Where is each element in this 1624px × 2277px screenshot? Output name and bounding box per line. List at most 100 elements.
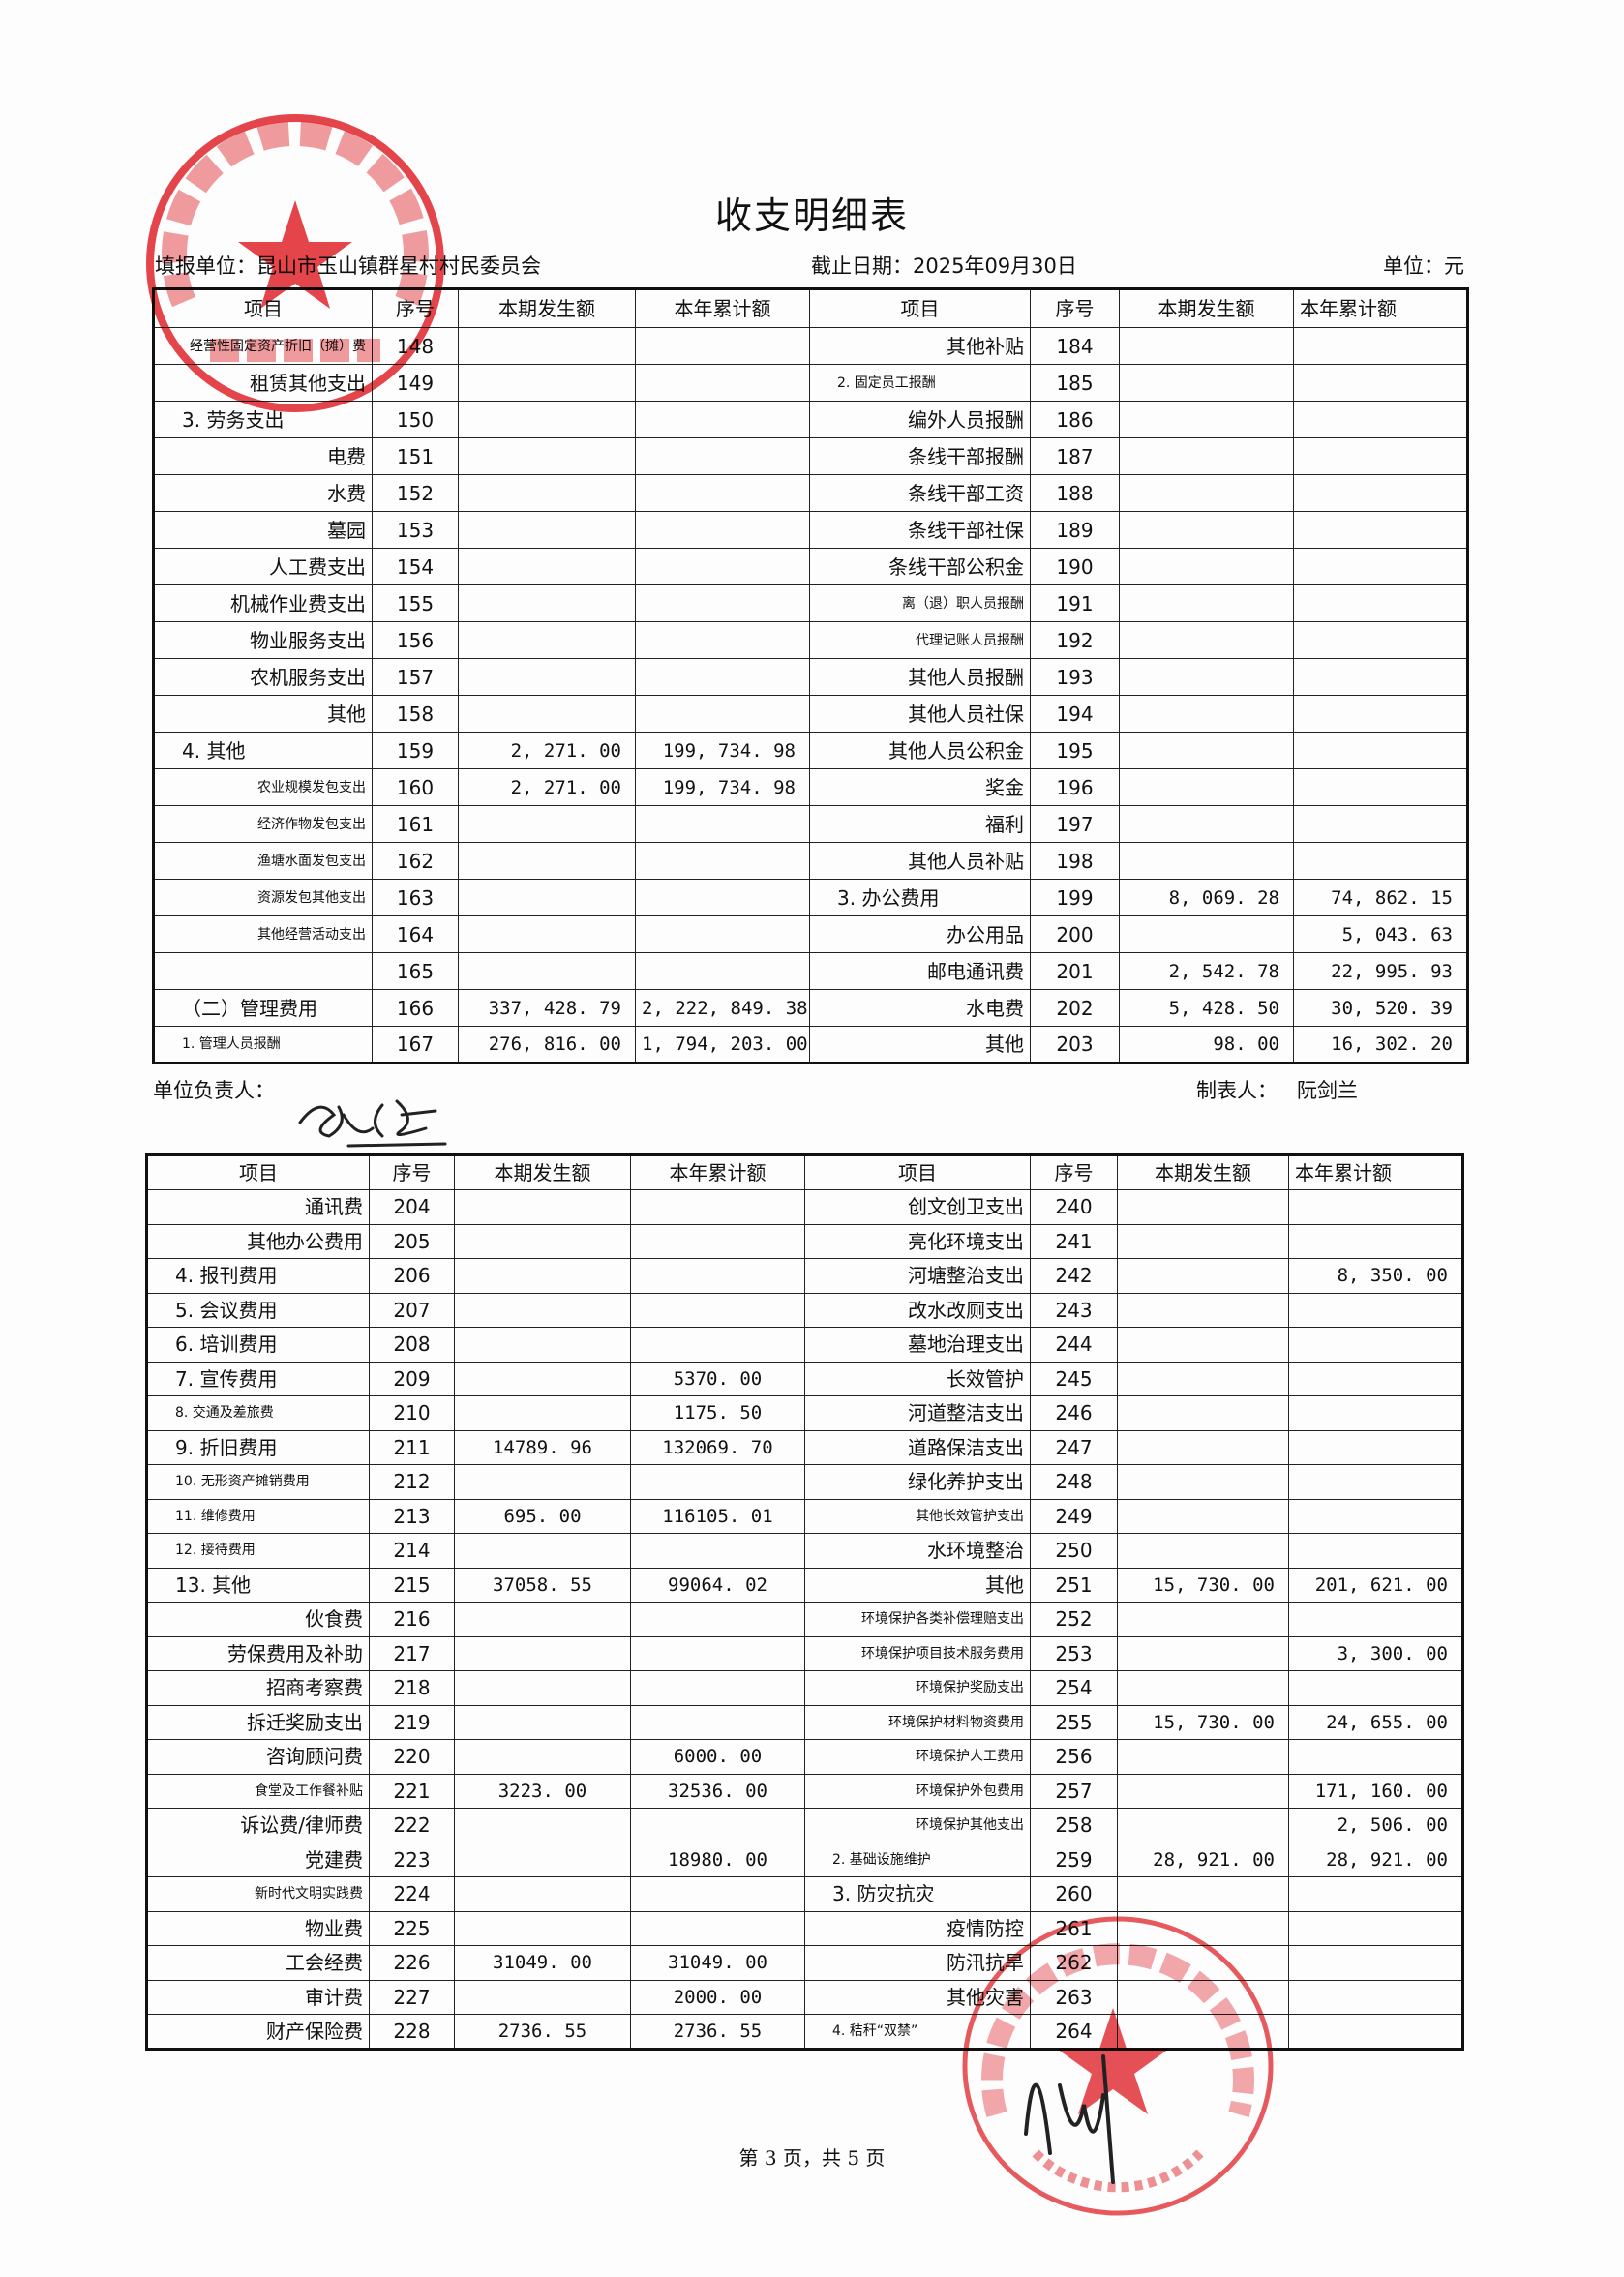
column-header: 项目 [146, 1154, 370, 1190]
current-amount-cell [458, 621, 636, 659]
item-cell: 通讯费 [146, 1189, 370, 1225]
item-cell: 4. 秸秆“双禁” [804, 2014, 1031, 2050]
ytd-amount-cell: 31049. 00 [630, 1945, 805, 1981]
table-row: （二）管理费用 166 337, 428. 79 2, 222, 849. 38 水电费… [153, 989, 1468, 1027]
item-cell: 审计费 [146, 1979, 370, 2015]
seq-cell: 240 [1030, 1189, 1118, 1225]
current-amount-cell [458, 511, 636, 549]
current-amount-cell [1119, 327, 1294, 365]
item-cell: 其他 [153, 695, 373, 733]
column-header: 本年累计额 [1288, 1154, 1463, 1190]
item-cell: 水费 [153, 474, 373, 512]
seq-cell: 241 [1030, 1223, 1118, 1259]
table-row: 1. 管理人员报酬 167 276, 816. 00 1, 794, 203. 00 其… [153, 1026, 1468, 1064]
ytd-amount-cell [1293, 474, 1468, 512]
seq-cell: 194 [1030, 695, 1120, 733]
seq-cell: 253 [1030, 1635, 1118, 1671]
seq-cell: 259 [1030, 1842, 1118, 1877]
currency-unit: 单位：元 [1383, 255, 1464, 278]
ytd-amount-cell: 30, 520. 39 [1293, 989, 1468, 1027]
ytd-amount-cell [635, 511, 810, 549]
item-cell: 工会经费 [146, 1945, 370, 1981]
item-cell: 其他 [809, 1026, 1031, 1064]
seq-cell: 158 [372, 695, 459, 733]
table-row: 农机服务支出 157 其他人员报酬 193 [153, 658, 1468, 696]
item-cell: 其他灾害 [804, 1979, 1031, 2015]
ytd-amount-cell [635, 915, 810, 953]
current-amount-cell [458, 695, 636, 733]
item-cell: 5. 会议费用 [146, 1292, 370, 1328]
item-cell: 农机服务支出 [153, 658, 373, 696]
item-cell: 7. 宣传费用 [146, 1361, 370, 1396]
seq-cell: 200 [1030, 915, 1120, 953]
table-row: 咨询顾问费 220 6000. 00 环境保护人工费用 256 [146, 1739, 1463, 1775]
item-cell: 离（退）职人员报酬 [809, 584, 1031, 622]
item-cell: 墓地治理支出 [804, 1327, 1031, 1363]
table-row: 资源发包其他支出 163 3. 办公费用 199 8, 069. 28 74, 862. … [153, 879, 1468, 916]
item-cell: 咨询顾问费 [146, 1739, 370, 1775]
reporting-unit: 填报单位：昆山市玉山镇群星村村民委员会 [155, 255, 541, 278]
ytd-amount-cell: 2, 222, 849. 38 [635, 989, 810, 1027]
current-amount-cell [1119, 842, 1294, 880]
current-amount-cell: 2736. 55 [454, 2014, 631, 2050]
ytd-amount-cell [1293, 805, 1468, 843]
current-amount-cell [454, 1670, 631, 1706]
current-amount-cell [1119, 511, 1294, 549]
ytd-amount-cell [1293, 768, 1468, 806]
item-cell: 墓园 [153, 511, 373, 549]
current-amount-cell [1117, 1979, 1289, 2015]
seq-cell: 226 [369, 1945, 455, 1981]
current-amount-cell [1117, 1945, 1289, 1981]
table-row: 12. 接待费用 214 水环境整治 250 [146, 1533, 1463, 1569]
item-cell: 诉讼费/律师费 [146, 1808, 370, 1843]
table-row: 6. 培训费用 208 墓地治理支出 244 [146, 1327, 1463, 1363]
current-amount-cell [1119, 805, 1294, 843]
seq-cell: 219 [369, 1704, 455, 1740]
item-cell: 4. 其他 [153, 732, 373, 769]
ytd-amount-cell: 132069. 70 [630, 1429, 805, 1465]
ytd-amount-cell [630, 1223, 805, 1259]
seq-cell: 203 [1030, 1026, 1120, 1064]
item-cell: 其他人员报酬 [809, 658, 1031, 696]
ytd-amount-cell: 16, 302. 20 [1293, 1026, 1468, 1064]
current-amount-cell [458, 879, 636, 916]
ytd-amount-cell: 2736. 55 [630, 2014, 805, 2050]
current-amount-cell: 2, 271. 00 [458, 732, 636, 769]
ytd-amount-cell [630, 1258, 805, 1294]
current-amount-cell: 37058. 55 [454, 1567, 631, 1603]
table-row: 食堂及工作餐补贴 221 3223. 00 32536. 00 环境保护外包费用 257 1… [146, 1773, 1463, 1809]
current-amount-cell [1117, 1910, 1289, 1946]
item-cell: 河道整洁支出 [804, 1395, 1031, 1431]
table-row: 财产保险费 228 2736. 55 2736. 55 4. 秸秆“双禁” 264 [146, 2014, 1463, 2050]
current-amount-cell: 276, 816. 00 [458, 1026, 636, 1064]
item-cell: 福利 [809, 805, 1031, 843]
current-amount-cell [458, 437, 636, 475]
ytd-amount-cell [1293, 732, 1468, 769]
ytd-amount-cell [630, 1808, 805, 1843]
seq-cell: 153 [372, 511, 459, 549]
ytd-amount-cell [1288, 1739, 1463, 1775]
table-row: 13. 其他 215 37058. 55 99064. 02 其他 251 15, 730.… [146, 1567, 1463, 1603]
seq-cell: 244 [1030, 1327, 1118, 1363]
current-amount-cell: 8, 069. 28 [1119, 879, 1294, 916]
seq-cell: 222 [369, 1808, 455, 1843]
table-row: 4. 其他 159 2, 271. 00 199, 734. 98 其他人员公积金 195 [153, 732, 1468, 769]
seq-cell: 161 [372, 805, 459, 843]
item-cell: 创文创卫支出 [804, 1189, 1031, 1225]
ytd-amount-cell: 116105. 01 [630, 1498, 805, 1534]
item-cell: 2. 基础设施维护 [804, 1842, 1031, 1877]
item-cell [153, 952, 373, 990]
ytd-amount-cell [630, 1464, 805, 1500]
item-cell: 环境保护人工费用 [804, 1739, 1031, 1775]
seq-cell: 216 [369, 1602, 455, 1637]
current-amount-cell [454, 1842, 631, 1877]
item-cell: 4. 报刊费用 [146, 1258, 370, 1294]
seq-cell: 162 [372, 842, 459, 880]
column-header: 本期发生额 [1119, 288, 1294, 328]
ytd-amount-cell [630, 1876, 805, 1912]
current-amount-cell [1117, 1395, 1289, 1431]
seq-cell: 202 [1030, 989, 1120, 1027]
page-title: 收支明细表 [714, 195, 909, 237]
ytd-amount-cell [630, 1670, 805, 1706]
page-number: 第 3 页，共 5 页 [738, 2146, 886, 2170]
